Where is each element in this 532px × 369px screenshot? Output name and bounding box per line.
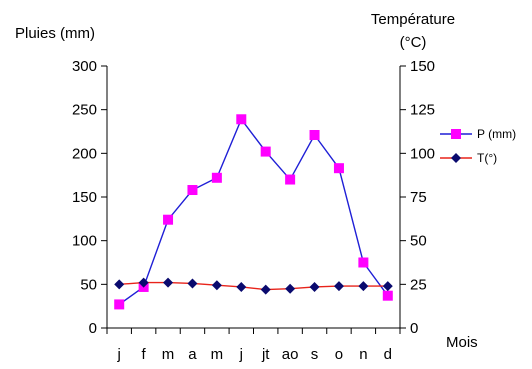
x-tick-label: s [311, 346, 319, 363]
left-tick-label: 0 [89, 320, 97, 337]
right-tick-label: 0 [410, 320, 418, 337]
data-point-diamond [163, 277, 174, 288]
legend: P (mm) T(°) [440, 127, 516, 165]
left-tick-label: 50 [80, 276, 97, 293]
data-point-square [236, 114, 247, 125]
x-tick-label: f [142, 346, 147, 363]
left-tick-label: 150 [72, 189, 97, 206]
left-tick-label: 300 [72, 58, 97, 75]
right-axis-title-line2: (°C) [400, 34, 427, 51]
data-point-diamond [138, 277, 149, 288]
data-point-diamond [285, 283, 296, 294]
legend-marker-square [451, 129, 461, 139]
x-tick-label: j [117, 346, 121, 363]
series-line [118, 117, 389, 305]
series-line [119, 281, 388, 291]
right-tick-label: 50 [410, 233, 427, 250]
x-tick-label: m [211, 346, 224, 363]
data-point-square [358, 257, 369, 268]
legend-label: P (mm) [477, 127, 516, 141]
data-point-square [382, 290, 393, 301]
data-point-diamond [236, 281, 247, 292]
x-tick-label: jt [261, 346, 270, 363]
data-point-diamond [114, 279, 125, 290]
data-point-diamond [333, 281, 344, 292]
x-tick-label: m [162, 346, 175, 363]
series [114, 114, 393, 310]
right-tick-label: 150 [410, 58, 435, 75]
x-axis-title: Mois [446, 334, 478, 351]
data-point-square [114, 299, 125, 310]
x-tick-label: o [335, 346, 343, 363]
legend-label: T(°) [477, 151, 497, 165]
data-point-square [260, 146, 271, 157]
right-tick-label: 100 [410, 145, 435, 162]
x-tick-label: d [384, 346, 392, 363]
legend-marker-diamond [451, 153, 461, 163]
data-point-square [187, 185, 198, 196]
data-point-diamond [382, 281, 393, 292]
x-tick-label: n [359, 346, 367, 363]
right-tick-label: 25 [410, 276, 427, 293]
data-point-square [333, 163, 344, 174]
data-point-diamond [187, 278, 198, 289]
data-point-diamond [358, 281, 369, 292]
data-point-diamond [309, 281, 320, 292]
data-point-square [285, 174, 296, 185]
left-tick-label: 100 [72, 233, 97, 250]
left-tick-label: 200 [72, 145, 97, 162]
data-point-diamond [260, 284, 271, 295]
data-point-square [309, 129, 320, 140]
x-tick-label: a [188, 346, 197, 363]
right-tick-label: 125 [410, 102, 435, 119]
left-tick-label: 250 [72, 102, 97, 119]
x-tick-label: j [239, 346, 243, 363]
data-point-square [163, 214, 174, 225]
right-axis-title-line1: Température [371, 11, 455, 28]
x-tick-label: ao [282, 346, 299, 363]
data-point-diamond [211, 280, 222, 291]
left-axis-title: Pluies (mm) [15, 25, 95, 42]
data-point-square [211, 172, 222, 183]
right-tick-label: 75 [410, 189, 427, 206]
